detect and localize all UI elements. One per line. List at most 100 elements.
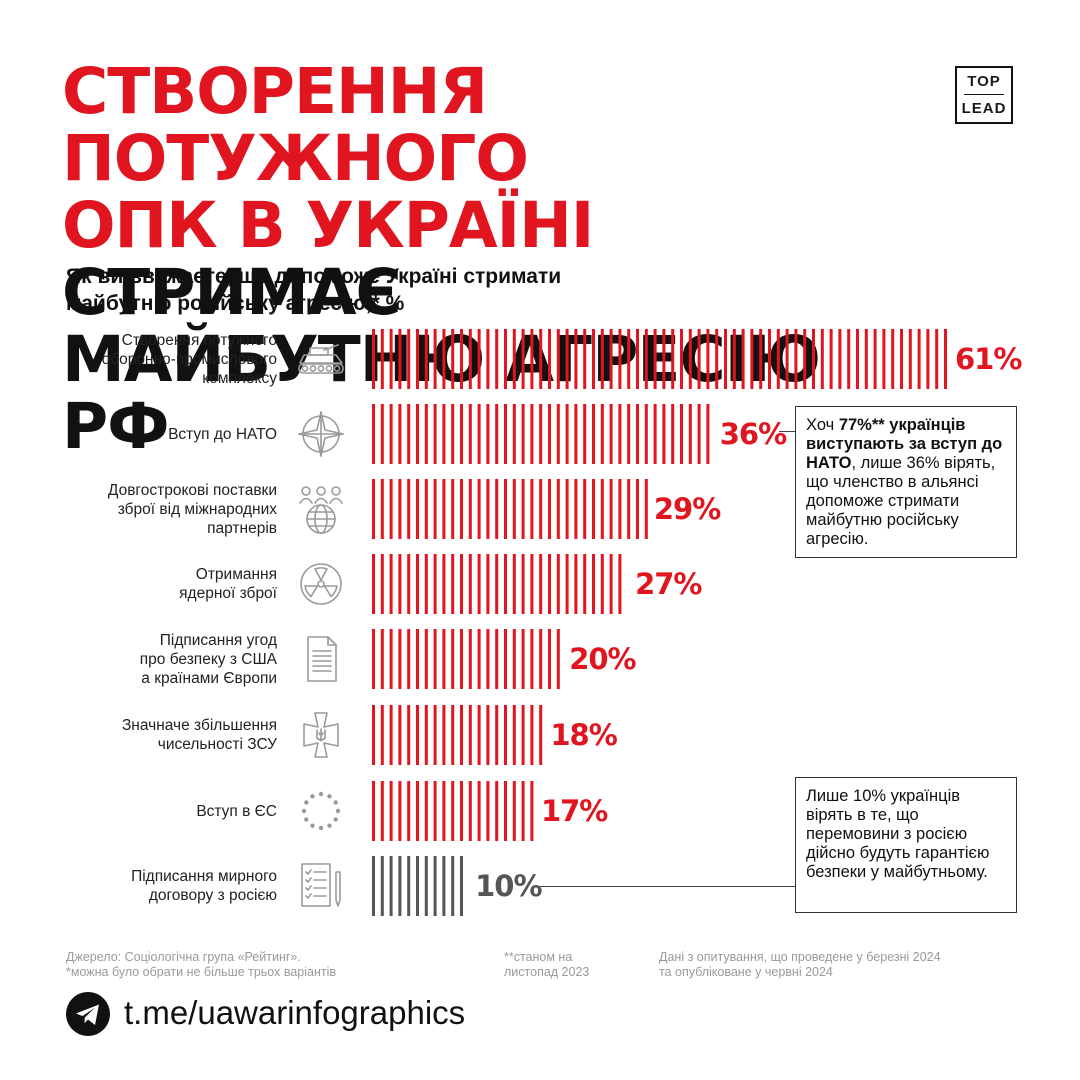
- bar-stripe: [451, 554, 455, 614]
- value-label: 17%: [540, 794, 608, 828]
- nato-note-bold: 77%** українців виступають за вступ до Н…: [806, 416, 1003, 472]
- bar-stripe: [460, 404, 463, 464]
- nato-note-connector: [779, 431, 795, 432]
- bar-stripe: [468, 781, 472, 841]
- telegram-channel-link[interactable]: t.me/uawarinfographics: [124, 994, 466, 1031]
- bar-stripe: [697, 329, 701, 389]
- bar-stripe: [530, 329, 534, 389]
- bar-stripe: [372, 554, 375, 614]
- telegram-icon[interactable]: [66, 992, 110, 1036]
- bar-stripe: [380, 404, 384, 464]
- bar-stripe: [451, 629, 455, 689]
- bar-stripe: [592, 554, 595, 614]
- bar-stripe: [424, 629, 428, 689]
- category-label-line: зброї від міжнародних: [117, 500, 277, 518]
- bar-stripe: [495, 479, 499, 539]
- bar-stripe: [380, 554, 384, 614]
- category-label-line: партнерів: [207, 519, 277, 537]
- bar-stripe: [380, 629, 384, 689]
- bar-stripe: [424, 856, 428, 916]
- category-label: Вступ до НАТО: [47, 404, 277, 464]
- bar: [372, 781, 534, 841]
- bar: [372, 404, 710, 464]
- bar-stripe: [539, 479, 543, 539]
- bar-stripe: [618, 554, 622, 614]
- bar-stripe: [697, 404, 701, 464]
- bar-stripe: [512, 781, 516, 841]
- chart-row: Довгострокові поставки зброї від міжнарод…: [0, 479, 1080, 539]
- bar-stripe: [468, 629, 472, 689]
- bar-stripe: [495, 554, 499, 614]
- chart-row: Значначе збільшення чисельності ЗСУ 18%: [0, 705, 1080, 765]
- bar-stripe: [495, 629, 499, 689]
- bar-stripe: [548, 329, 551, 389]
- bar-stripe: [468, 554, 472, 614]
- bar-stripe: [512, 705, 516, 765]
- bar: [372, 856, 463, 916]
- bar-stripe: [521, 479, 525, 539]
- bar-stripe: [416, 629, 419, 689]
- bar: [372, 554, 622, 614]
- bar-stripe: [583, 479, 587, 539]
- bar-stripe: [873, 329, 877, 389]
- bar-stripe: [504, 404, 507, 464]
- footer-survey-info: Дані з опитування, що проведене у березн…: [659, 950, 1029, 980]
- bar-stripe: [416, 705, 419, 765]
- bar: [372, 329, 947, 389]
- bar-stripe: [688, 329, 692, 389]
- bar-stripe: [451, 781, 455, 841]
- bar-stripe: [565, 479, 569, 539]
- bar-stripe: [468, 479, 472, 539]
- bar-stripe: [451, 479, 455, 539]
- chart-row: Отримання ядерної зброї 27%: [0, 554, 1080, 614]
- bar-stripe: [398, 329, 402, 389]
- bar-stripe: [486, 479, 490, 539]
- bar-stripe: [460, 554, 463, 614]
- nato-note: Хоч 77%** українців виступають за вступ …: [795, 406, 1017, 558]
- category-label-line: ядерної зброї: [179, 585, 277, 602]
- bar-stripe: [433, 329, 437, 389]
- bar-stripe: [451, 705, 455, 765]
- bar-stripe: [680, 329, 683, 389]
- bar-stripe: [618, 479, 622, 539]
- chart-row: Створення потужного оборонно-промислового…: [0, 329, 1080, 389]
- bar-stripe: [504, 329, 507, 389]
- bar-stripe: [891, 329, 895, 389]
- logo-divider: [964, 94, 1004, 95]
- bar-stripe: [662, 329, 666, 389]
- bar-stripe: [407, 705, 411, 765]
- bar-stripe: [433, 554, 437, 614]
- logo-top-text: TOP: [967, 73, 1001, 90]
- category-label-line: Вступ до НАТО: [168, 425, 277, 443]
- bar-stripe: [548, 554, 551, 614]
- bar-stripe: [372, 629, 375, 689]
- bar-stripe: [380, 329, 384, 389]
- bar-stripe: [592, 329, 595, 389]
- bar-stripe: [442, 781, 446, 841]
- bar-stripe: [926, 329, 930, 389]
- bar-stripe: [486, 781, 490, 841]
- bar-stripe: [618, 329, 622, 389]
- category-label: Вступ в ЄС: [47, 781, 277, 841]
- bar-stripe: [900, 329, 903, 389]
- category-label: Підписання угод про безпеку з США а країна…: [47, 629, 277, 689]
- footer-survey-line-1: Дані з опитування, що проведене у березн…: [659, 950, 941, 964]
- bar-stripe: [433, 479, 437, 539]
- bar-stripe: [715, 329, 719, 389]
- bar-stripe: [451, 404, 455, 464]
- bar-stripe: [583, 404, 587, 464]
- bar-stripe: [574, 554, 578, 614]
- category-label-line: Значначе збільшення: [121, 717, 277, 734]
- bar-stripe: [812, 329, 815, 389]
- bar-stripe: [530, 479, 534, 539]
- bar-stripe: [477, 404, 481, 464]
- bar-stripe: [662, 404, 666, 464]
- bar-stripe: [495, 329, 499, 389]
- bar-stripe: [539, 629, 543, 689]
- bar-stripe: [389, 404, 393, 464]
- bar-stripe: [372, 705, 375, 765]
- question-line-2: майбутню російську агресію,* %: [66, 292, 405, 315]
- bar-stripe: [829, 329, 833, 389]
- bar-stripe: [556, 554, 560, 614]
- bar-stripe: [477, 781, 481, 841]
